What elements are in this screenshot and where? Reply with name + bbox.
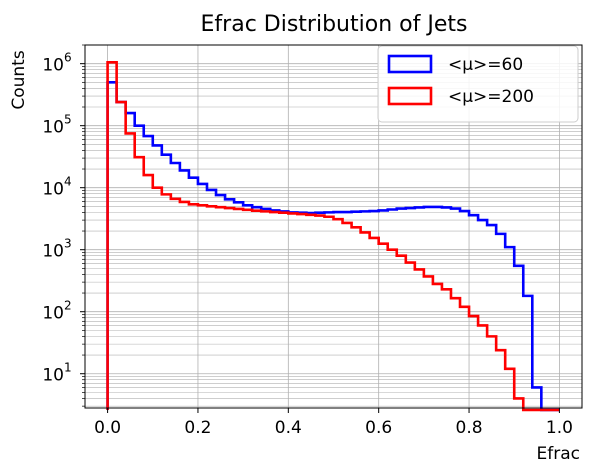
y-axis-label: Counts — [9, 50, 29, 109]
y-tick-label: 10 6 — [42, 51, 71, 76]
y-tick-label: 10 5 — [42, 113, 71, 138]
x-axis-label: Efrac — [537, 444, 580, 464]
y-tick-label: 10 2 — [42, 299, 71, 324]
legend-label: <μ>=200 — [448, 87, 534, 107]
x-tick-label: 0.6 — [365, 418, 392, 438]
y-tick-exponent: 6 — [64, 51, 72, 65]
y-tick-label: 10 1 — [42, 361, 71, 386]
y-tick-label: 10 4 — [42, 175, 71, 200]
x-tick-label: 0.2 — [184, 418, 211, 438]
y-tick-exponent: 2 — [64, 299, 72, 313]
y-tick-exponent: 5 — [64, 113, 72, 127]
x-axis: 0.0 0.2 0.4 0.6 0.8 1.0 — [94, 408, 573, 438]
y-tick-base: 10 — [42, 118, 64, 138]
y-tick-base: 10 — [42, 180, 64, 200]
y-tick-exponent: 4 — [64, 175, 72, 189]
series-mu200-step-line — [106, 61, 560, 412]
y-tick-base: 10 — [42, 366, 64, 386]
plot-frame — [84, 44, 583, 409]
y-tick-exponent: 3 — [64, 237, 72, 251]
legend-swatch — [387, 86, 433, 106]
series-mu60-step-line — [106, 81, 560, 412]
x-tick-label: 0.0 — [94, 418, 121, 438]
x-tick-label: 1.0 — [546, 418, 573, 438]
y-tick-base: 10 — [42, 304, 64, 324]
y-tick-base: 10 — [42, 242, 64, 262]
legend-label: <μ>=60 — [448, 55, 523, 75]
x-tick-label: 0.8 — [456, 418, 483, 438]
series-layer — [106, 61, 560, 412]
legend-swatch — [387, 54, 433, 74]
x-tick-label: 0.4 — [275, 418, 302, 438]
legend: <μ>=60 <μ>=200 — [377, 45, 579, 123]
y-tick-exponent: 1 — [64, 361, 72, 375]
chart-title: Efrac Distribution of Jets — [201, 12, 468, 37]
y-tick-label: 10 3 — [42, 237, 71, 262]
y-tick-base: 10 — [42, 56, 64, 76]
